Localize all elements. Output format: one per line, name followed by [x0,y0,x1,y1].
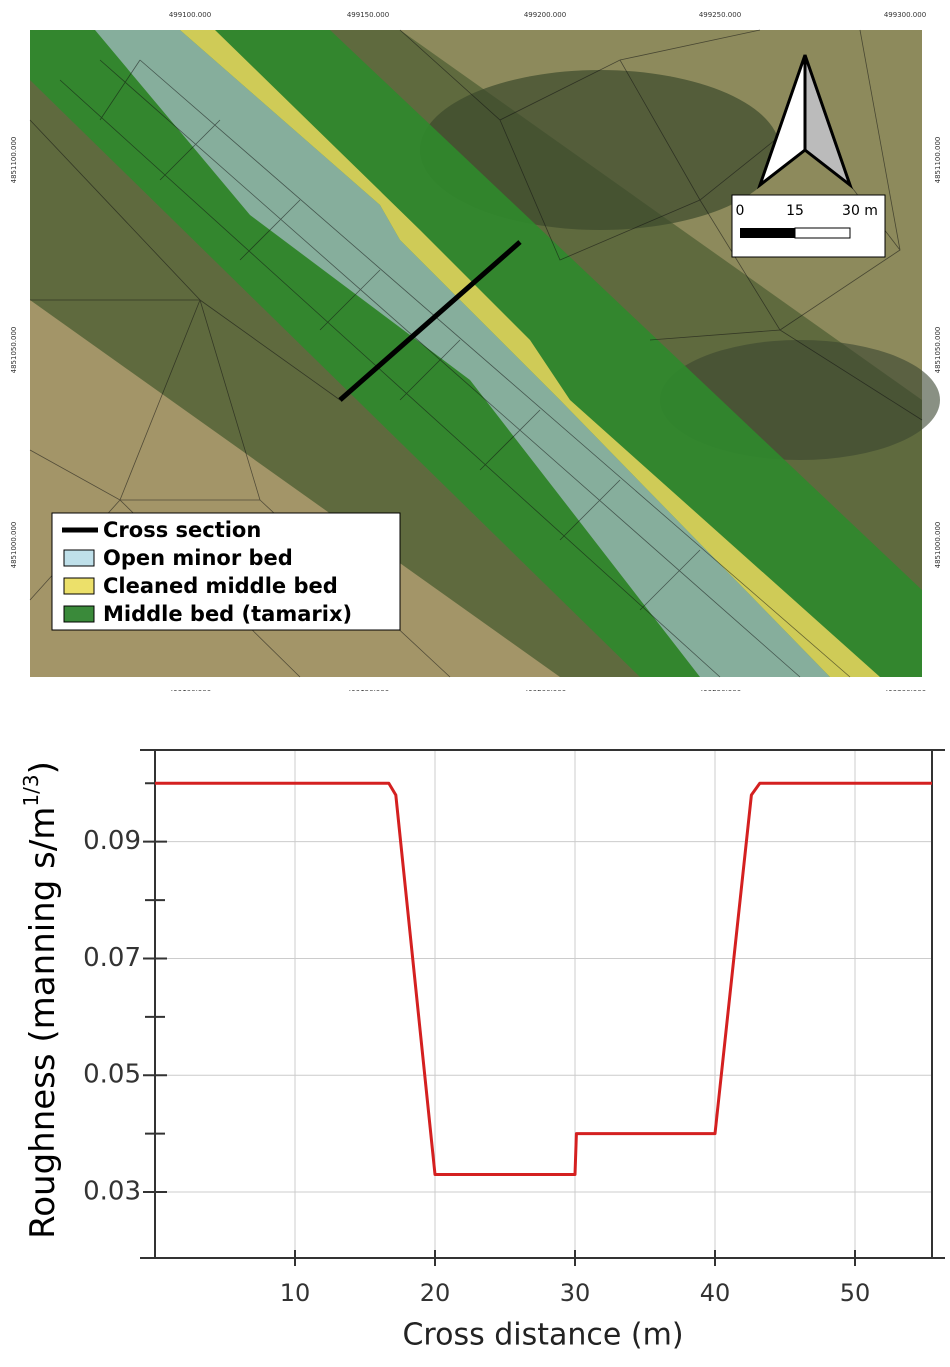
coord-label: 499250.000 [699,11,741,19]
y-tick-label: 0.07 [83,943,141,973]
legend-label: Open minor bed [103,546,293,570]
x-tick-label: 50 [840,1279,871,1307]
scale-label: 30 m [842,203,878,219]
mesh [29,29,923,678]
scale-label: 15 [786,203,804,219]
legend-swatch [63,577,95,595]
y-axis-label-end: ) [23,761,63,774]
map: 0 15 30 m Cross section Open minor bed C… [0,0,950,693]
y-axis-label-text: Roughness (manning s/m [23,807,63,1239]
legend-swatch [63,549,95,567]
coord-label: 499100.000 [169,11,211,19]
x-tick-label: 20 [420,1279,451,1307]
map-border [0,682,950,690]
coord-label: 4851050.000 [10,327,18,374]
x-tick-label: 10 [280,1279,311,1307]
coord-label: 4851000.000 [934,522,942,569]
x-tick-label: 40 [700,1279,731,1307]
y-axis-label: Roughness (manning s/m1/3) [19,761,63,1239]
legend-swatch [63,605,95,623]
map-border [0,0,950,8]
map-border [942,0,950,690]
coord-label: 499200.000 [524,11,566,19]
terrain [420,70,780,230]
legend-label: Middle bed (tamarix) [103,602,352,626]
coord-label: 499150.000 [347,11,389,19]
y-tick-label: 0.05 [83,1060,141,1090]
coord-label: 4851050.000 [934,327,942,374]
y-axis-label-sup: 1/3 [19,774,43,806]
x-tick-label: 30 [560,1279,591,1307]
coord-label: 4851100.000 [934,137,942,184]
legend-label: Cleaned middle bed [103,574,338,598]
north-arrow [756,54,854,190]
y-tick-label: 0.03 [83,1177,141,1207]
scale-bar [794,227,851,239]
scale-box [731,194,886,258]
coord-label: 499300.000 [884,11,926,19]
y-tick-label: 0.09 [83,826,141,856]
x-axis-label: Cross distance (m) [402,1318,683,1353]
map-border [0,0,8,690]
cross-section [338,240,522,402]
legend [51,512,401,631]
scale-bar [740,228,795,238]
cleaned-middle-bed [180,30,880,677]
scale-label: 0 [736,203,745,219]
open-minor-bed [95,30,830,677]
coord-label: 4851100.000 [10,137,18,184]
coord-label: 4851000.000 [10,522,18,569]
north-arrow-right [803,54,854,190]
series-line [155,781,932,1176]
legend-label: Cross section [103,518,261,542]
